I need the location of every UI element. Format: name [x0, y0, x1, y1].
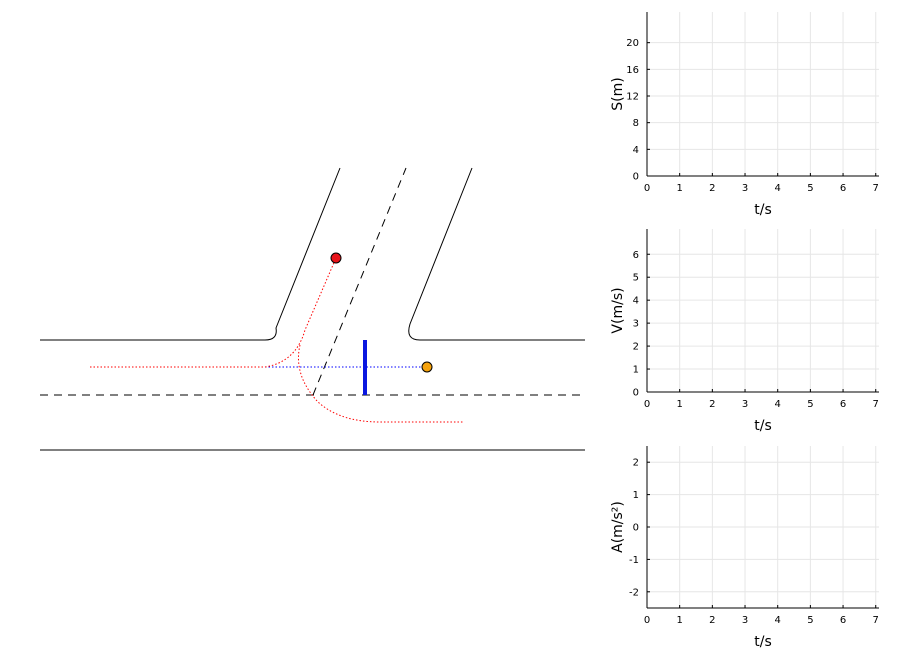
y-tick-label: 5 [633, 273, 639, 284]
y-axis-label: V(m/s) [610, 287, 626, 333]
y-tick-label: 20 [626, 38, 639, 49]
x-axis-label: t/s [754, 202, 772, 218]
y-tick-label: 8 [633, 118, 639, 129]
y-tick-label: 0 [633, 523, 639, 534]
x-tick-label: 2 [709, 399, 715, 410]
path-left-turn-approach [90, 257, 337, 368]
x-axis-label: t/s [754, 418, 772, 434]
x-tick-label: 7 [873, 399, 879, 410]
x-tick-label: 4 [775, 399, 781, 410]
stop-line [363, 340, 367, 395]
vehicle-red [330, 252, 342, 264]
road-boundary-upper-right [408, 167, 585, 341]
y-tick-label: 6 [633, 250, 639, 261]
x-tick-label: 3 [742, 183, 748, 194]
y-tick-label: 3 [633, 319, 639, 330]
intersection-scene [40, 167, 585, 451]
x-tick-label: 2 [709, 183, 715, 194]
x-axis-label: t/s [754, 634, 772, 650]
y-tick-label: 0 [633, 172, 639, 183]
x-tick-label: 7 [873, 183, 879, 194]
y-tick-label: -1 [629, 555, 639, 566]
x-tick-label: 3 [742, 615, 748, 626]
x-tick-label: 6 [840, 399, 846, 410]
y-tick-label: 2 [633, 458, 639, 469]
x-tick-label: 6 [840, 615, 846, 626]
y-tick-label: 4 [633, 145, 639, 156]
x-tick-label: 6 [840, 183, 846, 194]
y-tick-label: 1 [633, 490, 639, 501]
y-tick-label: 16 [626, 65, 639, 76]
x-tick-label: 5 [807, 183, 813, 194]
y-axis-label: S(m) [610, 77, 626, 110]
y-tick-label: 12 [626, 92, 639, 103]
x-tick-label: 1 [676, 615, 682, 626]
x-tick-label: 4 [775, 183, 781, 194]
x-tick-label: 3 [742, 399, 748, 410]
vehicle-orange [421, 361, 433, 373]
road-centerline-diagonal [312, 167, 407, 396]
y-tick-label: 1 [633, 365, 639, 376]
y-tick-label: 0 [633, 388, 639, 399]
x-tick-label: 0 [644, 615, 650, 626]
path-turn-to-right-lane [297, 344, 463, 423]
y-axis-label: A(m/s²) [610, 501, 626, 553]
x-tick-label: 1 [676, 183, 682, 194]
x-tick-label: 5 [807, 615, 813, 626]
x-tick-label: 7 [873, 615, 879, 626]
x-tick-label: 5 [807, 399, 813, 410]
x-tick-label: 0 [644, 399, 650, 410]
x-tick-label: 4 [775, 615, 781, 626]
plot-velocity: 0 1 2 3 4 5 6 7 0 1 2 3 4 5 6 t/s V(m/s) [610, 229, 879, 434]
x-tick-label: 2 [709, 615, 715, 626]
y-tick-label: 2 [633, 342, 639, 353]
y-tick-label: 4 [633, 296, 639, 307]
x-tick-label: 1 [676, 399, 682, 410]
x-tick-label: 0 [644, 183, 650, 194]
plot-acceleration: 0 1 2 3 4 5 6 7 -2 -1 0 1 2 t/s A(m/s²) [610, 446, 879, 650]
road-boundary-upper-left [40, 167, 341, 341]
y-tick-label: -2 [629, 587, 639, 598]
